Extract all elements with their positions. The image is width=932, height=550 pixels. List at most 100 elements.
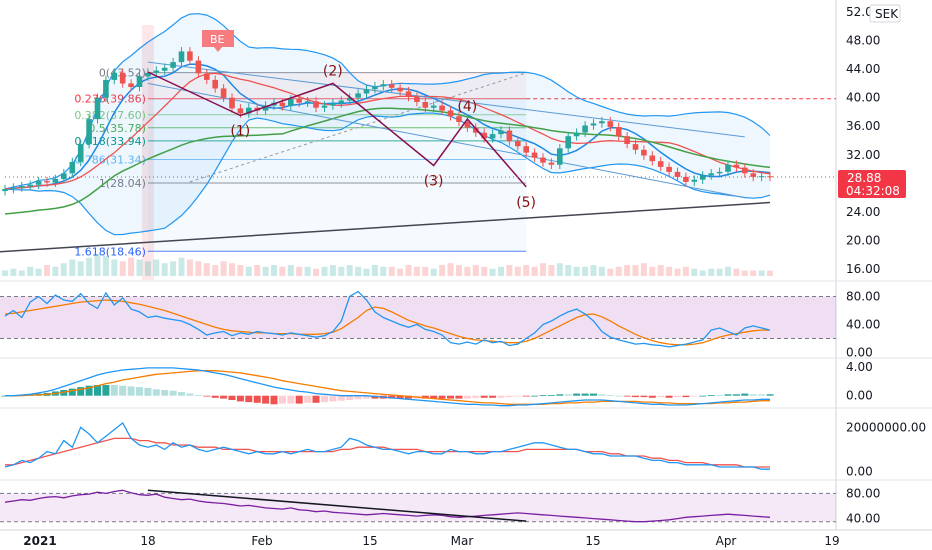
- candle-body: [262, 105, 269, 111]
- candle-body: [313, 101, 319, 108]
- macd-histogram-bar: [480, 395, 488, 398]
- candle-body: [35, 181, 42, 185]
- candle-body: [128, 83, 134, 87]
- rsi-line: [4, 290, 771, 348]
- candle-body: [94, 97, 101, 120]
- macd-histogram-bar: [152, 389, 160, 396]
- volume-bar: [733, 268, 740, 276]
- volume-bar: [10, 268, 17, 276]
- volume-bar: [363, 268, 370, 276]
- volume-pane[interactable]: [4, 422, 770, 470]
- candle-body: [750, 173, 756, 177]
- currency-label: SEK: [875, 7, 899, 21]
- price-axis[interactable]: 52.0048.0044.0040.0036.0032.0028.0024.00…: [846, 5, 926, 526]
- macd-histogram-bar: [556, 394, 564, 396]
- volume-bar: [119, 261, 126, 276]
- volume-bar: [699, 270, 706, 276]
- volume-bar: [371, 265, 378, 276]
- rsi2-pane[interactable]: [0, 489, 836, 523]
- volume-bar: [506, 265, 513, 276]
- macd-histogram-bar: [606, 395, 614, 396]
- macd-histogram-bar: [85, 385, 93, 396]
- candle-body: [716, 171, 723, 174]
- macd-histogram-bar: [598, 394, 606, 396]
- volume-bar: [220, 261, 227, 276]
- volume-bar: [18, 270, 25, 276]
- candle-body: [565, 136, 571, 149]
- volume-bar: [640, 263, 647, 276]
- be-marker-badge[interactable]: [202, 30, 234, 52]
- channel-line: [147, 61, 745, 138]
- candle-body: [204, 73, 210, 80]
- macd-histogram-bar: [707, 395, 715, 396]
- fib-level-label: 1.618(18.46): [74, 245, 146, 258]
- volume-bar: [237, 265, 244, 276]
- rsi2-band-fill: [0, 493, 836, 522]
- volume-bar: [456, 265, 462, 276]
- rsi-pane[interactable]: [0, 290, 836, 348]
- candle-body: [422, 102, 429, 108]
- volume-bar: [144, 261, 151, 276]
- x-tick-label: 2021: [23, 534, 56, 548]
- macd-pane[interactable]: [1, 367, 774, 407]
- volume-bar: [380, 266, 387, 276]
- rsi2-trend-line: [147, 489, 527, 522]
- candle-body: [464, 122, 471, 128]
- macd-histogram-bar: [144, 387, 152, 396]
- volume-bar: [212, 265, 219, 276]
- fib-level-label: 0.382(37.60): [74, 109, 146, 122]
- macd-histogram-bar: [354, 395, 362, 400]
- ma-slow-line: [4, 107, 771, 215]
- volume-bar: [607, 268, 614, 276]
- y-tick-label: 24.00: [846, 205, 880, 219]
- macd-histogram-bar: [161, 390, 169, 396]
- price-pane[interactable]: 0(43.52)0.236(39.86)0.382(37.60)0.5(35.7…: [0, 13, 836, 280]
- candle-body: [540, 157, 546, 163]
- macd-histogram-bar: [220, 395, 228, 399]
- candle-body: [363, 89, 370, 94]
- currency-badge[interactable]: [869, 4, 901, 23]
- candle-body: [103, 79, 109, 98]
- last-price-label: 28.88: [847, 171, 881, 185]
- last-price-badge: [838, 170, 906, 198]
- volume-bar: [287, 265, 294, 276]
- macd-histogram-bar: [68, 388, 76, 396]
- candle-body: [573, 132, 580, 137]
- candle-body: [590, 123, 597, 126]
- volume-bar: [750, 270, 757, 276]
- wave-label: (2): [323, 63, 343, 79]
- volume-bar: [716, 268, 723, 276]
- volume-bar: [674, 268, 681, 276]
- macd-histogram-bar: [236, 395, 244, 402]
- candle-body: [220, 88, 227, 98]
- candle-body: [388, 84, 395, 88]
- volume-bar: [153, 259, 160, 276]
- macd-histogram-bar: [60, 390, 68, 396]
- candle-body: [473, 127, 479, 133]
- fib-level-label: 0.618(33.94): [74, 135, 146, 148]
- macd-histogram-bar: [253, 395, 261, 403]
- volume-bar: [128, 257, 135, 276]
- candle-body: [557, 148, 563, 165]
- rsi-band-fill: [0, 296, 836, 339]
- macd-histogram-bar: [758, 394, 766, 396]
- candle-body: [304, 101, 311, 103]
- x-tick-label: 15: [362, 534, 377, 548]
- candle-body: [548, 162, 555, 165]
- macd-histogram-bar: [287, 395, 295, 404]
- time-axis[interactable]: 2021 18 Feb 15 Mar 15 Apr 19: [23, 534, 839, 548]
- candle-body: [330, 103, 336, 106]
- wave-label: (4): [457, 99, 477, 115]
- candle-body: [699, 175, 706, 180]
- candle-body: [632, 144, 639, 150]
- x-tick-label: 15: [585, 534, 600, 548]
- y-tick-label: 80.00: [846, 290, 880, 304]
- volume-bar: [498, 266, 504, 276]
- volume-bar: [2, 270, 8, 276]
- candle-body: [288, 99, 294, 107]
- volume-bar: [94, 254, 101, 276]
- macd-histogram-bar: [590, 393, 597, 396]
- y-tick-label: 0.00: [846, 464, 873, 478]
